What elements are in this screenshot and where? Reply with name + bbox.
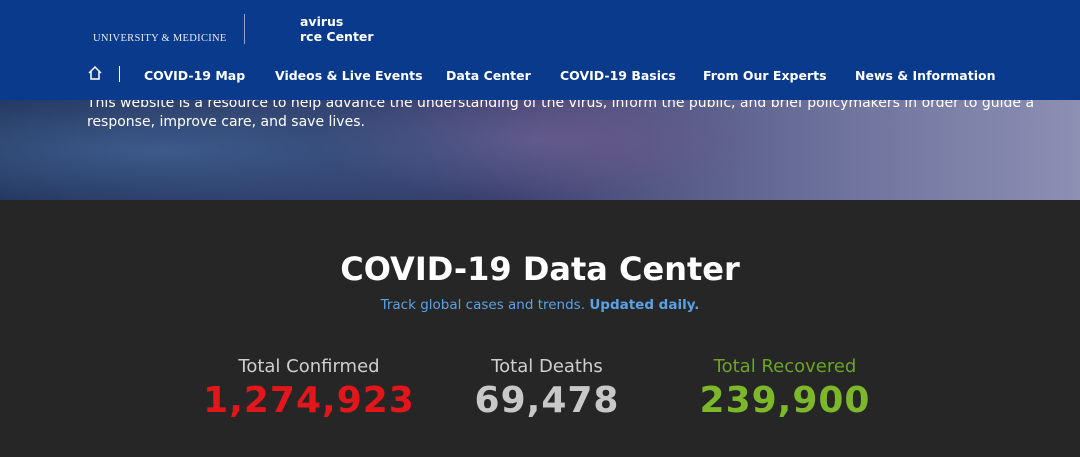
divider bbox=[119, 66, 120, 82]
stat-label: Total Recovered bbox=[713, 356, 857, 377]
data-center-section: COVID-19 Data Center Track global cases … bbox=[0, 200, 1080, 457]
stat-value: 239,900 bbox=[699, 380, 871, 421]
subtitle: Track global cases and trends. Updated d… bbox=[0, 297, 1080, 313]
header: UNIVERSITY & MEDICINE avirus rce Center … bbox=[0, 0, 1080, 100]
nav-link[interactable]: News & Information bbox=[855, 68, 996, 83]
site-name[interactable]: avirus bbox=[300, 14, 344, 29]
section-title: COVID-19 Data Center bbox=[340, 250, 740, 288]
nav-link[interactable]: COVID-19 Basics bbox=[560, 68, 676, 83]
stat-value: 1,274,923 bbox=[203, 380, 415, 421]
home-icon[interactable] bbox=[87, 65, 103, 81]
banner-text: response, improve care, and save lives. bbox=[87, 114, 365, 130]
subtitle-text: Track global cases and trends. bbox=[380, 297, 586, 313]
stat-label: Total Deaths bbox=[491, 356, 603, 377]
nav-link[interactable]: Data Center bbox=[446, 68, 531, 83]
site-name[interactable]: rce Center bbox=[300, 29, 374, 44]
nav-link[interactable]: COVID-19 Map bbox=[144, 68, 246, 83]
stat-label: Total Confirmed bbox=[238, 356, 380, 377]
divider bbox=[244, 14, 245, 44]
subtitle-emphasis: Updated daily. bbox=[589, 297, 700, 313]
logo[interactable]: UNIVERSITY & MEDICINE bbox=[93, 33, 227, 44]
nav-link[interactable]: Videos & Live Events bbox=[275, 68, 423, 83]
stat-value: 69,478 bbox=[474, 380, 620, 421]
nav-link[interactable]: From Our Experts bbox=[703, 68, 827, 83]
